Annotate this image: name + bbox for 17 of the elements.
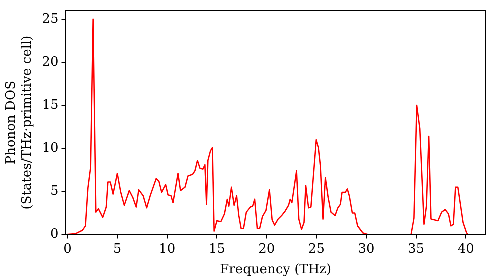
- y-tick-label: 25: [42, 12, 59, 27]
- x-tick-label: 0: [64, 242, 72, 257]
- x-tick-label: 35: [408, 242, 425, 257]
- x-axis-title: Frequency (THz): [220, 262, 332, 278]
- y-tick-label: 5: [50, 184, 59, 200]
- y-tick-label: 20: [42, 54, 59, 70]
- x-tick-label: 10: [159, 242, 176, 257]
- x-tick-label: 20: [258, 242, 276, 257]
- y-axis-title: Phonon DOS (States/THz·primitive cell): [4, 36, 35, 210]
- x-tick-label: 25: [308, 242, 325, 257]
- y-tick-label: 0: [50, 227, 59, 242]
- x-tick-label: 40: [458, 242, 474, 257]
- x-tick-label: 15: [208, 242, 226, 257]
- x-tick-label: 5: [113, 242, 122, 257]
- x-tick-label: 30: [358, 242, 375, 257]
- y-tick-label: 10: [42, 141, 59, 156]
- y-tick-label: 15: [42, 98, 59, 113]
